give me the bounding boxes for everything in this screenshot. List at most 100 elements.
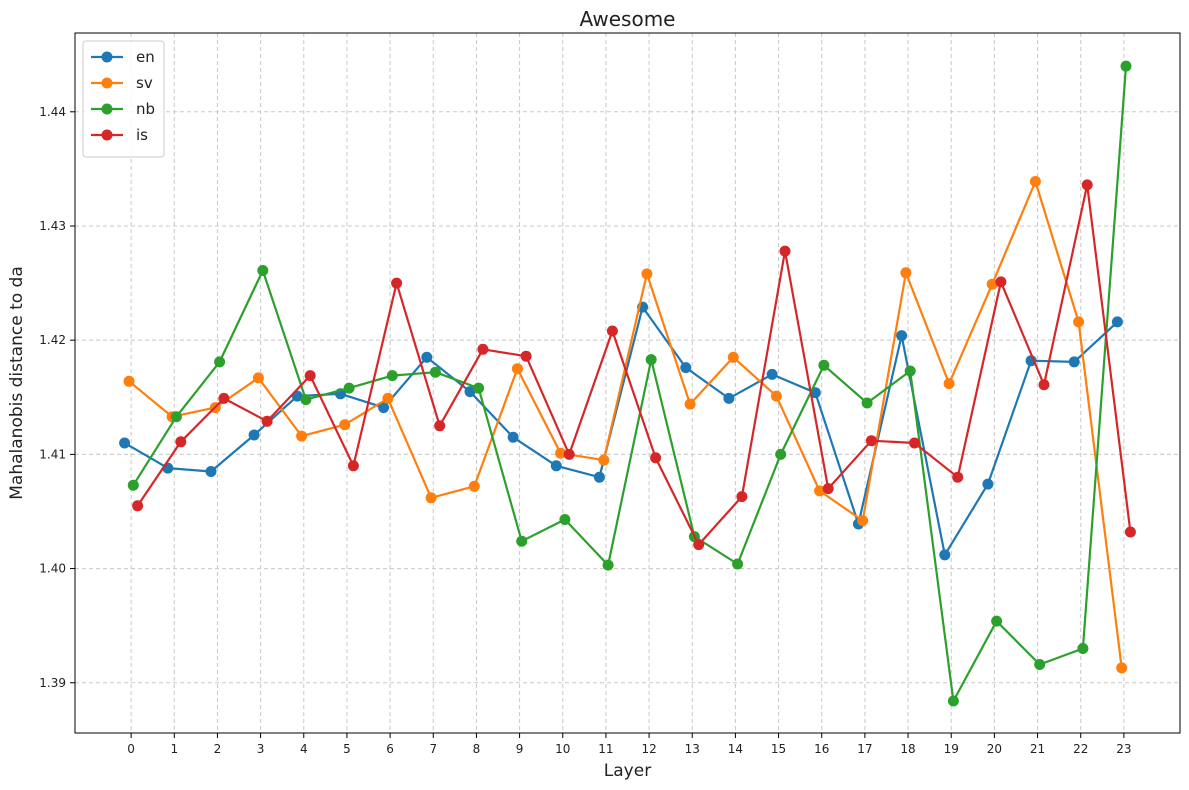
- data-point-nb: [516, 535, 528, 547]
- data-point-en: [205, 466, 217, 477]
- data-point-is: [1124, 526, 1136, 538]
- data-point-is: [477, 343, 489, 355]
- data-point-nb: [300, 394, 312, 406]
- data-point-is: [909, 437, 920, 449]
- x-tick-label: 19: [944, 742, 959, 756]
- data-point-nb: [602, 559, 614, 571]
- series-line-is: [136, 183, 1132, 546]
- x-tick-label: 10: [555, 742, 570, 756]
- data-point-nb: [473, 382, 485, 394]
- x-axis: 0 1 2 3 4 5 6 7 8 9 10 11 12 13 14 15 16 17 18 19 20 21 22 23: [127, 733, 1132, 756]
- data-point-sv: [382, 392, 394, 404]
- x-tick-label: 7: [429, 742, 437, 756]
- x-tick-label: 5: [343, 742, 351, 756]
- legend-marker-sv: [101, 77, 113, 89]
- y-axis-title: Mahalanobis distance to da: [7, 266, 27, 499]
- data-point-is: [1081, 179, 1093, 191]
- data-point-is: [650, 452, 662, 464]
- legend-label-is: is: [136, 126, 148, 144]
- x-tick-label: 20: [987, 742, 1002, 756]
- x-tick-label: 9: [516, 742, 524, 756]
- data-point-en: [593, 471, 605, 483]
- data-point-is: [520, 350, 532, 362]
- data-point-nb: [1077, 643, 1089, 654]
- data-point-en: [378, 402, 390, 414]
- data-point-nb: [991, 615, 1003, 627]
- data-point-sv: [296, 430, 308, 442]
- data-point-sv: [1073, 316, 1085, 328]
- x-tick-label: 17: [857, 742, 872, 756]
- legend-marker-is: [101, 129, 113, 141]
- data-point-en: [248, 429, 260, 441]
- data-point-sv: [555, 447, 567, 459]
- data-point-en: [680, 362, 692, 374]
- data-point-sv: [943, 378, 955, 390]
- data-point-sv: [641, 268, 653, 280]
- data-point-nb: [386, 370, 398, 382]
- x-tick-label: 15: [771, 742, 786, 756]
- data-point-en: [550, 460, 562, 472]
- data-point-sv: [468, 480, 480, 492]
- data-point-nb: [818, 359, 830, 371]
- chart-title: Awesome: [580, 7, 676, 31]
- data-point-is: [779, 245, 791, 257]
- x-tick-label: 12: [641, 742, 656, 756]
- data-point-sv: [1029, 176, 1041, 187]
- legend-label-sv: sv: [136, 74, 153, 92]
- data-point-nb: [645, 354, 657, 366]
- legend: en sv nb is: [82, 40, 165, 158]
- legend-box: [82, 40, 165, 158]
- y-tick-label: 1.42: [39, 333, 66, 347]
- x-tick-label: 22: [1073, 742, 1088, 756]
- data-point-sv: [425, 492, 437, 504]
- data-point-nb: [775, 448, 787, 460]
- data-point-nb: [257, 265, 269, 276]
- data-point-nb: [904, 365, 916, 377]
- y-tick-label: 1.43: [39, 219, 66, 233]
- data-point-is: [434, 420, 446, 432]
- data-point-is: [822, 483, 834, 495]
- data-point-nb: [947, 695, 959, 707]
- x-tick-label: 4: [300, 742, 308, 756]
- data-point-is: [865, 435, 877, 447]
- data-point-sv: [857, 515, 869, 527]
- data-point-is: [132, 500, 144, 512]
- x-tick-label: 11: [598, 742, 613, 756]
- data-point-en: [119, 437, 131, 449]
- data-point-en: [1111, 316, 1123, 328]
- data-point-is: [218, 392, 230, 404]
- data-point-en: [1068, 356, 1080, 368]
- x-tick-label: 6: [386, 742, 394, 756]
- data-point-en: [464, 386, 476, 398]
- plot-frame: [74, 32, 1181, 734]
- data-point-sv: [900, 267, 912, 279]
- y-tick-label: 1.40: [39, 562, 66, 576]
- data-point-en: [421, 351, 433, 363]
- data-point-sv: [770, 390, 782, 402]
- data-point-sv: [814, 485, 826, 497]
- legend-label-en: en: [136, 48, 155, 66]
- data-point-sv: [339, 419, 351, 431]
- series-line-nb: [132, 66, 1128, 703]
- data-point-is: [1038, 379, 1050, 391]
- y-tick-label: 1.44: [39, 105, 66, 119]
- x-axis-title: Layer: [604, 761, 651, 781]
- data-point-en: [507, 431, 519, 443]
- data-point-is: [304, 370, 316, 382]
- x-tick-label: 23: [1116, 742, 1131, 756]
- data-point-nb: [1120, 60, 1132, 72]
- x-tick-label: 14: [728, 742, 743, 756]
- data-point-sv: [598, 454, 610, 466]
- x-tick-label: 3: [257, 742, 265, 756]
- data-point-is: [995, 276, 1007, 288]
- y-axis: 1.39 1.40 1.41 1.42 1.43 1.44: [39, 105, 75, 690]
- y-tick-label: 1.41: [39, 447, 66, 461]
- data-point-nb: [127, 479, 139, 491]
- data-point-is: [952, 471, 964, 483]
- data-point-is: [693, 539, 705, 551]
- data-point-is: [175, 436, 187, 448]
- data-point-sv: [684, 398, 696, 410]
- x-tick-label: 0: [127, 742, 135, 756]
